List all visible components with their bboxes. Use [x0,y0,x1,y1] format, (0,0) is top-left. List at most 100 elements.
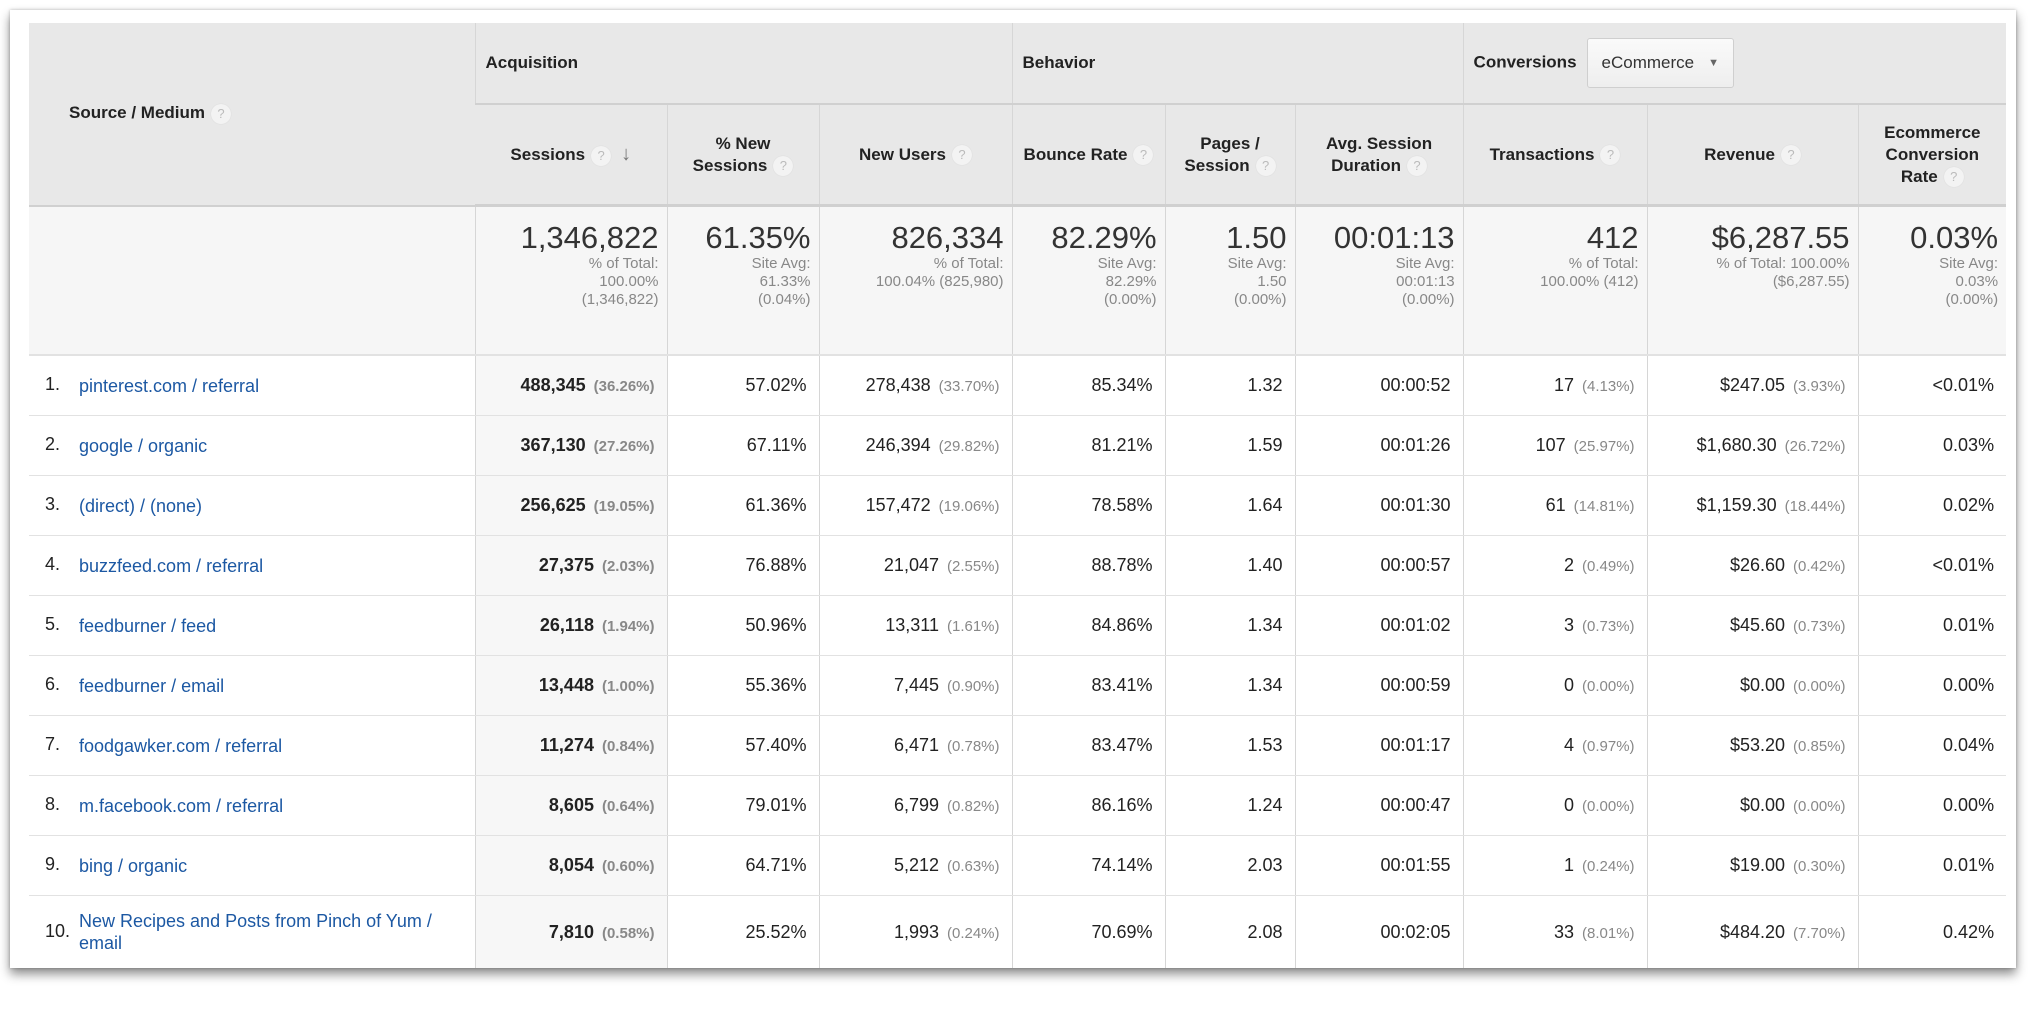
table-row: 9. bing / organic 8,054 (0.60%) 64.71% 5,212 (… [29,835,2007,896]
acquisition-group-header: Acquisition [474,23,1013,105]
help-icon[interactable]: ? [773,156,794,177]
source-medium-link[interactable]: feedburner / email [79,675,225,696]
transactions-cell: 61 (14.81%) [1462,475,1648,536]
column-header-bounce-rate[interactable]: Bounce Rate? [1011,104,1166,207]
sessions-value: 367,130 [520,435,586,455]
source-medium-link[interactable]: (direct) / (none) [79,495,203,516]
help-icon[interactable]: ? [1406,156,1427,177]
conversion-rate-cell: 0.01% [1857,595,2007,656]
caret-down-icon: ▼ [1708,57,1720,69]
new-users-percent: (29.82%) [938,438,1000,455]
bounce-rate-value: 85.34% [1091,375,1153,395]
source-medium-link[interactable]: New Recipes and Posts from Pinch of Yum … [79,911,432,953]
pages-session-cell: 1.32 [1164,355,1296,416]
new-users-value: 246,394 [865,435,931,455]
sessions-cell: 256,625 (19.05%) [474,475,667,536]
pct-new-sessions-value: 76.88% [745,555,807,575]
transactions-cell: 4 (0.97%) [1462,715,1648,776]
bounce-rate-value: 81.21% [1091,435,1153,455]
source-medium-link[interactable]: bing / organic [79,855,188,876]
new-users-percent: (0.24%) [946,924,1000,942]
column-header-ecommerce-conversion-rate[interactable]: Ecommerce Conversion Rate? [1857,104,2007,207]
source-cell: 5. feedburner / feed [29,595,475,656]
help-icon[interactable]: ? [1600,145,1621,166]
summary-detail: ($6,287.55) [1772,273,1850,290]
bounce-rate-cell: 83.41% [1011,655,1166,716]
sessions-percent: (2.03%) [601,558,655,575]
pages-session-value: 1.34 [1247,675,1283,695]
sessions-value: 256,625 [520,495,586,515]
pages-session-cell: 1.40 [1164,535,1296,596]
source-medium-link[interactable]: feedburner / feed [79,615,217,636]
new-users-value: 1,993 [893,921,939,942]
sort-descending-icon[interactable]: ↓ [621,143,632,165]
bounce-rate-cell: 70.69% [1011,895,1166,968]
sessions-cell: 367,130 (27.26%) [474,415,667,476]
bounce-rate-value: 86.16% [1091,795,1153,815]
pages-session-cell: 1.59 [1164,415,1296,476]
help-icon[interactable]: ? [591,145,612,166]
sessions-value: 11,274 [539,735,594,755]
help-icon[interactable]: ? [1780,145,1801,166]
revenue-percent: (7.70%) [1793,924,1846,942]
pages-session-value: 1.40 [1247,555,1283,575]
help-icon[interactable]: ? [951,145,972,166]
source-medium-link[interactable]: google / organic [79,435,208,456]
column-label: New Users [859,144,946,164]
source-medium-link[interactable]: buzzfeed.com / referral [79,555,264,576]
help-icon[interactable]: ? [211,104,232,124]
sessions-cell: 26,118 (1.94%) [474,595,667,656]
source-cell: 4. buzzfeed.com / referral [29,535,475,596]
avg-duration-value: 00:01:02 [1380,615,1451,635]
bounce-rate-cell: 81.21% [1011,415,1166,476]
new-users-cell: 6,799 (0.82%) [818,775,1013,836]
new-users-value: 5,212 [893,855,939,875]
pct-new-sessions-cell: 25.52% [666,895,819,968]
summary-value: 61.35% [705,220,811,255]
avg-duration-value: 00:01:30 [1380,495,1451,515]
revenue-percent: (3.93%) [1793,378,1846,395]
pct-new-sessions-value: 57.02% [745,375,807,395]
transactions-percent: (0.00%) [1582,678,1635,695]
summary-detail: Site Avg: [751,255,811,272]
summary-value: 00:01:13 [1333,220,1455,255]
conversion-rate-cell: 0.01% [1857,835,2007,896]
conversion-rate-value: <0.01% [1932,375,1995,395]
source-medium-link[interactable]: foodgawker.com / referral [79,735,283,756]
avg-duration-cell: 00:00:52 [1294,355,1464,416]
source-medium-link[interactable]: pinterest.com / referral [79,375,260,396]
sessions-cell: 8,054 (0.60%) [474,835,667,896]
bounce-rate-cell: 74.14% [1011,835,1166,896]
help-icon[interactable]: ? [1255,156,1276,177]
summary-detail: Site Avg: [1227,255,1287,272]
avg-duration-value: 00:00:57 [1380,555,1451,575]
table-row: 4. buzzfeed.com / referral 27,375 (2.03%) 76… [29,535,2007,596]
help-icon[interactable]: ? [1943,167,1964,188]
help-icon[interactable]: ? [1133,145,1154,166]
bounce-rate-value: 74.14% [1091,855,1153,875]
new-users-percent: (0.82%) [946,798,1000,815]
summary-revenue: $6,287.55% of Total: 100.00% ($6,287.55) [1646,205,1859,356]
column-header-new-users[interactable]: New Users? [818,104,1013,207]
column-header-avg-session-duration[interactable]: Avg. Session Duration? [1294,104,1464,207]
sessions-cell: 7,810 (0.58%) [474,895,667,968]
column-header-revenue[interactable]: Revenue? [1646,104,1859,207]
column-header-pages-session[interactable]: Pages / Session? [1164,104,1296,207]
source-medium-link[interactable]: m.facebook.com / referral [79,795,284,816]
revenue-percent: (0.00%) [1793,798,1846,815]
new-users-percent: (0.63%) [946,858,1000,875]
pages-session-cell: 2.03 [1164,835,1296,896]
sessions-cell: 13,448 (1.00%) [474,655,667,716]
transactions-percent: (25.97%) [1573,438,1635,455]
revenue-value: $1,159.30 [1696,495,1777,515]
behavior-group-header: Behavior [1011,23,1464,105]
column-header-sessions[interactable]: Sessions? ↓ [475,104,667,207]
column-header-transactions[interactable]: Transactions? [1462,104,1648,207]
conversion-rate-cell: 0.02% [1857,475,2007,536]
source-medium-header[interactable]: Source / Medium? [29,23,475,207]
conversions-goal-dropdown[interactable]: eCommerce ▼ [1586,38,1735,88]
column-header-pct-new-sessions[interactable]: % New Sessions? [666,104,819,207]
transactions-value: 0 [1564,675,1575,695]
row-number: 5. [45,614,61,635]
new-users-percent: (33.70%) [938,378,1000,395]
